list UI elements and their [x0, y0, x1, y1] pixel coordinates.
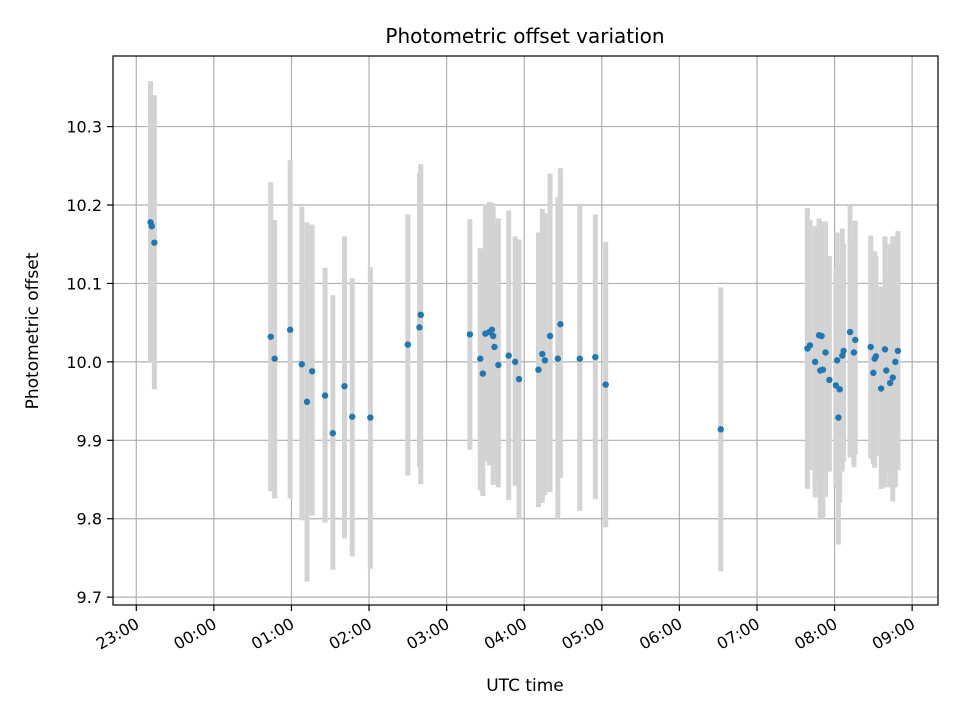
data-point — [488, 326, 496, 333]
data-point — [889, 374, 896, 381]
data-point — [881, 346, 889, 353]
data-point — [148, 222, 155, 230]
data-point — [479, 370, 487, 377]
data-point — [546, 332, 554, 340]
data-point — [298, 361, 305, 368]
data-point — [539, 350, 546, 358]
data-point — [151, 239, 158, 246]
data-point — [717, 426, 724, 433]
data-point — [308, 368, 316, 375]
data-point — [341, 382, 348, 390]
data-point — [271, 355, 278, 362]
data-point — [349, 413, 356, 420]
data-point — [466, 331, 474, 338]
data-point — [511, 358, 519, 366]
data-point — [886, 379, 894, 387]
data-point — [329, 430, 337, 437]
data-point — [836, 386, 843, 393]
y-tick-label: 10.2 — [66, 196, 102, 215]
data-point — [846, 328, 854, 336]
data-point — [592, 353, 599, 361]
data-point — [835, 414, 842, 421]
data-point — [417, 311, 424, 319]
y-tick-label: 10.1 — [66, 274, 102, 293]
data-point — [872, 353, 880, 360]
data-point — [489, 332, 497, 340]
data-point — [833, 357, 841, 364]
y-tick-label: 9.8 — [77, 510, 102, 529]
data-point — [819, 366, 827, 373]
y-axis-title: Photometric offset — [23, 252, 43, 409]
data-point — [852, 336, 859, 344]
plot-frame — [112, 55, 939, 606]
data-point — [554, 355, 562, 362]
data-point — [367, 414, 374, 421]
data-point — [870, 369, 877, 377]
data-point — [811, 358, 819, 366]
y-axis-ticks: 9.7 9.8 9.9 10.0 10.1 10.2 10.3 — [66, 118, 113, 607]
data-point — [822, 349, 829, 356]
data-point — [867, 343, 874, 351]
data-point — [850, 349, 858, 356]
data-point — [477, 355, 484, 362]
data-point — [826, 376, 833, 384]
data-point — [894, 347, 902, 355]
data-point — [877, 385, 885, 392]
y-tick-label: 10.0 — [66, 353, 102, 372]
y-tick-label: 9.7 — [77, 588, 102, 607]
data-point — [806, 342, 814, 349]
data-point — [883, 367, 890, 374]
data-point — [541, 357, 549, 364]
data-point — [303, 398, 311, 406]
data-point — [267, 333, 274, 340]
x-axis-title: UTC time — [486, 676, 564, 696]
data-points — [147, 219, 902, 437]
data-point — [602, 381, 609, 388]
y-tick-label: 10.3 — [66, 118, 102, 137]
data-point — [840, 347, 847, 355]
data-point — [557, 321, 564, 328]
data-point — [321, 392, 329, 399]
data-point — [404, 341, 412, 348]
chart-title: Photometric offset variation — [385, 24, 664, 48]
data-point — [491, 343, 498, 351]
data-point — [416, 324, 423, 331]
data-point — [892, 358, 899, 366]
data-point — [576, 355, 584, 362]
data-point — [495, 361, 502, 369]
data-point — [286, 326, 294, 333]
data-point — [818, 332, 825, 340]
data-point — [832, 382, 840, 389]
data-point — [505, 352, 512, 359]
y-tick-label: 9.9 — [77, 431, 102, 450]
data-point — [535, 366, 542, 373]
data-point — [515, 375, 523, 383]
